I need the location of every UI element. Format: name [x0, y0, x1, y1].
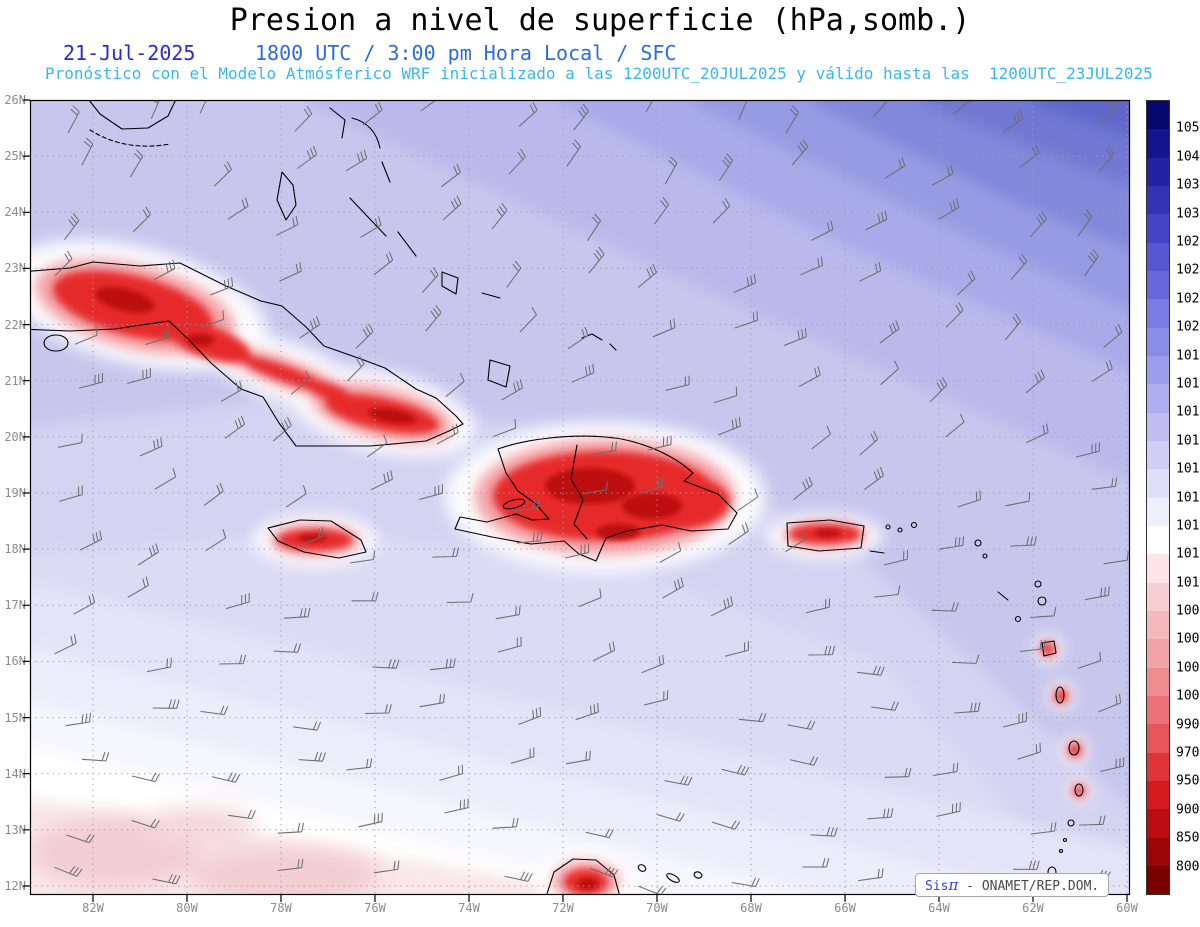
- colorbar-label: 1014: [1176, 490, 1200, 505]
- colorbar-cell: [1147, 497, 1169, 526]
- lat-label: 12N: [4, 878, 26, 893]
- colorbar-label: 1008: [1176, 603, 1200, 619]
- colorbar-cell: [1147, 412, 1169, 441]
- lat-label: 14N: [4, 766, 26, 781]
- lat-label: 19N: [4, 485, 26, 500]
- colorbar-label: 1028: [1176, 234, 1200, 250]
- colorbar-label: 1030: [1176, 206, 1200, 222]
- colorbar: [1146, 100, 1170, 895]
- colorbar-label: 850: [1176, 830, 1200, 846]
- colorbar-label: 1010: [1176, 575, 1200, 591]
- pressure-map: [23, 99, 1131, 902]
- colorbar-label: 800: [1176, 859, 1200, 875]
- colorbar-cell: [1147, 837, 1169, 866]
- colorbar-label: 1002: [1176, 660, 1200, 676]
- lat-label: 17N: [4, 598, 26, 613]
- colorbar-label: 1013: [1176, 518, 1200, 534]
- lon-label: 60W: [1116, 901, 1138, 915]
- colorbar-cell: [1147, 752, 1169, 781]
- colorbar-label: 950: [1176, 773, 1200, 789]
- colorbar-cell: [1147, 695, 1169, 725]
- lon-label: 72W: [552, 901, 574, 915]
- lat-label: 22N: [4, 317, 26, 332]
- colorbar-cell: [1147, 185, 1169, 215]
- colorbar-cell: [1147, 610, 1169, 640]
- colorbar-cell: [1147, 299, 1169, 328]
- colorbar-cell: [1147, 242, 1169, 271]
- lon-label: 82W: [82, 901, 104, 915]
- colorbar-cell: [1147, 724, 1169, 753]
- colorbar-label: 900: [1176, 802, 1200, 818]
- map-canvas: [23, 99, 1131, 902]
- colorbar-label: 990: [1176, 717, 1200, 733]
- colorbar-label: 1000: [1176, 688, 1200, 704]
- watermark-text: - ONAMET/REP.DOM.: [958, 879, 1100, 894]
- colorbar-cell: [1147, 469, 1169, 498]
- lon-label: 70W: [646, 901, 668, 915]
- lat-label: 15N: [4, 710, 26, 725]
- lat-label: 16N: [4, 654, 26, 669]
- lat-label: 21N: [4, 373, 26, 388]
- colorbar-label: 1022: [1176, 291, 1200, 307]
- watermark: Sisπ - ONAMET/REP.DOM.: [915, 873, 1110, 897]
- colorbar-label: 1019: [1176, 348, 1200, 364]
- lat-label: 24N: [4, 205, 26, 220]
- lat-label: 25N: [4, 149, 26, 164]
- colorbar-cell: [1147, 582, 1169, 611]
- colorbar-cell: [1147, 780, 1169, 810]
- colorbar-cell: [1147, 554, 1169, 583]
- lat-label: 18N: [4, 542, 26, 557]
- lon-label: 76W: [364, 901, 386, 915]
- colorbar-cell: [1147, 384, 1169, 413]
- colorbar-label: 1040: [1176, 149, 1200, 165]
- colorbar-label: 1025: [1176, 262, 1200, 278]
- colorbar-cell: [1147, 214, 1169, 243]
- forecast-description: Pronóstico con el Modelo Atmósferico WRF…: [45, 64, 1153, 83]
- colorbar-label: 1050: [1176, 120, 1200, 136]
- lon-label: 62W: [1022, 901, 1044, 915]
- lon-label: 78W: [270, 901, 292, 915]
- lon-label: 64W: [928, 901, 950, 915]
- brand-pi-icon: π: [948, 876, 959, 894]
- colorbar-cell: [1147, 101, 1169, 130]
- colorbar-cell: [1147, 525, 1169, 555]
- colorbar-cell: [1147, 157, 1169, 186]
- lat-label: 26N: [4, 93, 26, 107]
- colorbar-cell: [1147, 270, 1169, 300]
- brand-name: Sis: [925, 879, 949, 894]
- colorbar-cell: [1147, 129, 1169, 158]
- lon-label: 80W: [176, 901, 198, 915]
- colorbar-label: 1016: [1176, 433, 1200, 449]
- lat-label: 20N: [4, 429, 26, 444]
- colorbar-label: 1020: [1176, 319, 1200, 335]
- lon-label: 74W: [458, 901, 480, 915]
- colorbar-cell: [1147, 809, 1169, 838]
- colorbar-label: 1035: [1176, 177, 1200, 193]
- lon-label: 68W: [740, 901, 762, 915]
- colorbar-cell: [1147, 440, 1169, 470]
- colorbar-cell: [1147, 667, 1169, 696]
- colorbar-cell: [1147, 355, 1169, 385]
- colorbar-label: 1006: [1176, 631, 1200, 647]
- colorbar-cell: [1147, 327, 1169, 356]
- forecast-time: 1800 UTC / 3:00 pm Hora Local / SFC: [255, 41, 677, 65]
- colorbar-cell: [1147, 865, 1169, 895]
- colorbar-label: 1018: [1176, 376, 1200, 392]
- colorbar-label: 970: [1176, 745, 1200, 761]
- lat-label: 23N: [4, 261, 26, 276]
- colorbar-label: 1015: [1176, 461, 1200, 477]
- page-title: Presion a nivel de superficie (hPa,somb.…: [229, 3, 971, 38]
- colorbar-label: 1012: [1176, 546, 1200, 562]
- colorbar-label: 1017: [1176, 404, 1200, 420]
- lat-label: 13N: [4, 822, 26, 837]
- colorbar-cell: [1147, 639, 1169, 668]
- lon-label: 66W: [834, 901, 856, 915]
- forecast-date: 21-Jul-2025: [63, 41, 196, 65]
